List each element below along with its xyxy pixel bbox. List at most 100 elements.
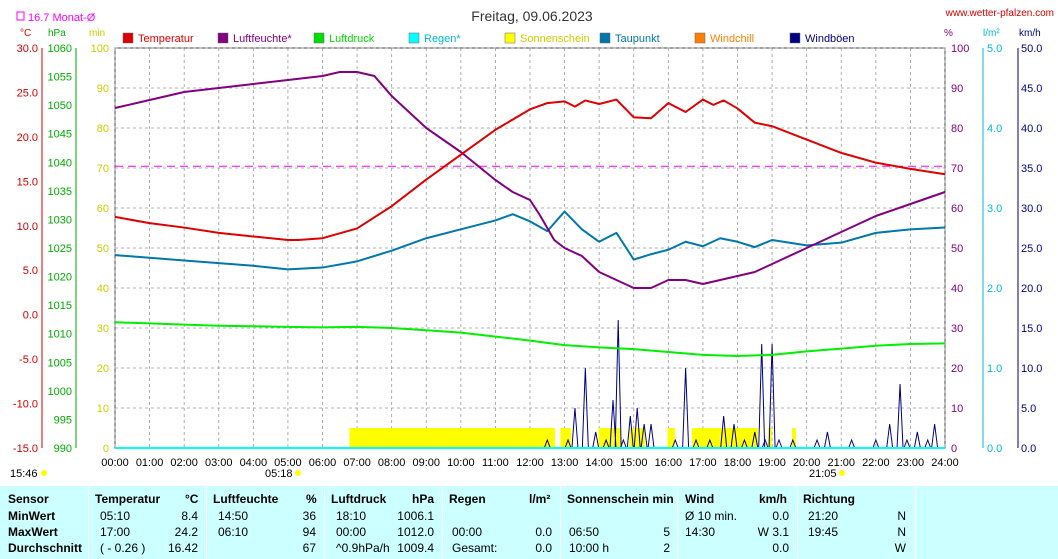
monthly-mean-swatch bbox=[16, 11, 25, 21]
sunrise-marker bbox=[295, 470, 301, 476]
rain-tick-label: 0.0 bbox=[987, 443, 1002, 455]
wind-tick-label: 0.0 bbox=[1021, 443, 1036, 455]
dewpoint-line bbox=[114, 210, 946, 271]
legend-swatch bbox=[408, 32, 420, 44]
wind-tick-label: 40.0 bbox=[1021, 123, 1042, 135]
legend-swatch bbox=[599, 32, 611, 44]
x-tick-label: 12:00 bbox=[516, 457, 544, 469]
unit-rain: l/m² bbox=[983, 28, 1000, 39]
legend-label: Luftfeuchte* bbox=[233, 33, 292, 45]
stats-cell-press_time: 18:10 bbox=[336, 509, 367, 523]
stats-cell-temp: 8.4 bbox=[181, 509, 198, 523]
x-tick-label: 06:00 bbox=[309, 457, 337, 469]
temp-tick-label: 20.0 bbox=[17, 132, 38, 144]
unit-sun: min bbox=[89, 28, 105, 39]
sun-tick-label: 40 bbox=[97, 283, 109, 295]
wind-tick-label: 50.0 bbox=[1021, 43, 1042, 55]
sun-tick-label: 30 bbox=[97, 323, 109, 335]
x-tick-label: 15:00 bbox=[620, 457, 648, 469]
temp-tick-label: 0.0 bbox=[23, 310, 38, 322]
rain-tick-label: 5.0 bbox=[987, 43, 1002, 55]
x-tick-label: 14:00 bbox=[585, 457, 613, 469]
stats-cell-temp_time: 17:00 bbox=[100, 525, 131, 539]
stats-cell-temp_time: 05:10 bbox=[100, 509, 131, 523]
legend-label: Windchill bbox=[710, 33, 754, 45]
x-tick-label: 21:00 bbox=[827, 457, 855, 469]
monthly-mean-label: 16.7 Monat-Ø bbox=[28, 12, 96, 24]
rain-tick-label: 4.0 bbox=[987, 123, 1002, 135]
pressure-tick-label: 1005 bbox=[48, 357, 72, 369]
sun-tick-label: 10 bbox=[97, 403, 109, 415]
line-series bbox=[114, 71, 946, 449]
legend-label: Temperatur bbox=[138, 33, 194, 45]
stats-cell-wind: W 3.1 bbox=[757, 525, 789, 539]
gust-line bbox=[543, 319, 939, 449]
x-tick-label: 02:00 bbox=[170, 457, 198, 469]
legend-swatch bbox=[504, 32, 516, 44]
stats-cell-dir: W bbox=[894, 541, 906, 555]
temp-tick-label: 5.0 bbox=[23, 265, 38, 277]
sun-tick-label: 20 bbox=[97, 363, 109, 375]
temp-tick-label: 15.0 bbox=[17, 176, 38, 188]
stats-cell-dir_time: 21:20 bbox=[808, 509, 839, 523]
x-tick-label: 10:00 bbox=[447, 457, 475, 469]
x-tick-label: 18:00 bbox=[724, 457, 752, 469]
legend-label: Sonnenschein bbox=[520, 33, 590, 45]
rain-tick-label: 3.0 bbox=[987, 203, 1002, 215]
wind-tick-label: 5.0 bbox=[1021, 403, 1036, 415]
pressure-tick-label: 1010 bbox=[48, 329, 72, 341]
sun-tick-label: 90 bbox=[97, 83, 109, 95]
sun-tick-label: 60 bbox=[97, 203, 109, 215]
x-tick-label: 16:00 bbox=[655, 457, 683, 469]
sun-tick-label: 70 bbox=[97, 163, 109, 175]
stats-cell-rain: 0.0 bbox=[535, 541, 552, 555]
stats-cell-hum_time: 06:10 bbox=[218, 525, 249, 539]
humidity-tick-label: 100 bbox=[951, 43, 969, 55]
x-tick-label: 01:00 bbox=[136, 457, 164, 469]
header-temp: Temperatur bbox=[95, 492, 161, 506]
legend-swatch bbox=[217, 32, 229, 44]
legend-label: Regen* bbox=[424, 33, 461, 45]
humidity-tick-label: 50 bbox=[951, 243, 963, 255]
humidity-tick-label: 90 bbox=[951, 83, 963, 95]
x-tick-label: 03:00 bbox=[205, 457, 233, 469]
stats-cell-hum: 36 bbox=[302, 509, 316, 523]
stats-cell-rain_time: Gesamt: bbox=[452, 541, 498, 555]
stats-cell-press: 1006.1 bbox=[397, 509, 434, 523]
humidity-tick-label: 20 bbox=[951, 363, 963, 375]
current-time: 15:46 bbox=[10, 468, 38, 480]
x-tick-label: 20:00 bbox=[793, 457, 821, 469]
x-tick-label: 23:00 bbox=[897, 457, 925, 469]
legend-swatch bbox=[789, 32, 801, 44]
header-humidity: Luftfeuchte bbox=[213, 492, 279, 506]
stats-cell-dir: N bbox=[897, 509, 906, 523]
humidity-tick-label: 80 bbox=[951, 123, 963, 135]
header-pressure: Luftdruck bbox=[331, 492, 387, 506]
sun-tick-label: 50 bbox=[97, 243, 109, 255]
legend-swatch bbox=[122, 32, 134, 44]
wind-tick-label: 20.0 bbox=[1021, 283, 1042, 295]
stats-cell-temp_time: ( - 0.26 ) bbox=[100, 541, 146, 555]
stats-cell-hum: 67 bbox=[302, 541, 316, 555]
legend-swatch bbox=[313, 32, 325, 44]
stats-cell-wind_time: 14:30 bbox=[685, 525, 716, 539]
rain-tick-label: 2.0 bbox=[987, 283, 1002, 295]
x-tick-label: 11:00 bbox=[482, 457, 509, 469]
stats-cell-press_time: ^0.9hPa/h bbox=[336, 541, 390, 555]
stats-cell-sun: 5 bbox=[663, 525, 670, 539]
temp-tick-label: -15.0 bbox=[13, 443, 38, 455]
stats-table: Sensor Temperatur °C Luftfeuchte % Luftd… bbox=[0, 486, 1058, 559]
unit-wind: km/h bbox=[1019, 28, 1041, 39]
x-tick-label: 17:00 bbox=[689, 457, 717, 469]
stats-cell-press_time: 00:00 bbox=[336, 525, 367, 539]
stats-cell-wind: 0.0 bbox=[772, 509, 789, 523]
stats-cell-temp: 24.2 bbox=[174, 525, 198, 539]
stats-cell-wind: 0.0 bbox=[772, 541, 789, 555]
temp-tick-label: -5.0 bbox=[19, 354, 38, 366]
pressure-line bbox=[114, 321, 946, 357]
sun-tick-label: 0 bbox=[103, 443, 109, 455]
temp-tick-label: -10.0 bbox=[13, 399, 38, 411]
source-link[interactable]: www.wetter-pfalzen.com bbox=[945, 8, 1054, 19]
unit-temp: °C bbox=[20, 28, 31, 39]
humidity-line bbox=[114, 71, 946, 289]
